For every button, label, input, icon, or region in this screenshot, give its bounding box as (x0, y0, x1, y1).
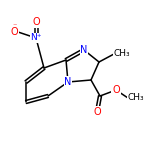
Text: CH₃: CH₃ (114, 50, 131, 59)
Text: O: O (32, 17, 40, 27)
Text: N: N (64, 77, 72, 87)
Text: O: O (93, 107, 101, 117)
Text: CH₃: CH₃ (128, 93, 145, 102)
Text: N: N (80, 45, 88, 55)
Text: N⁺: N⁺ (30, 33, 42, 43)
Text: O: O (10, 27, 18, 37)
Text: O: O (112, 85, 120, 95)
Text: ⁻: ⁻ (13, 21, 17, 31)
